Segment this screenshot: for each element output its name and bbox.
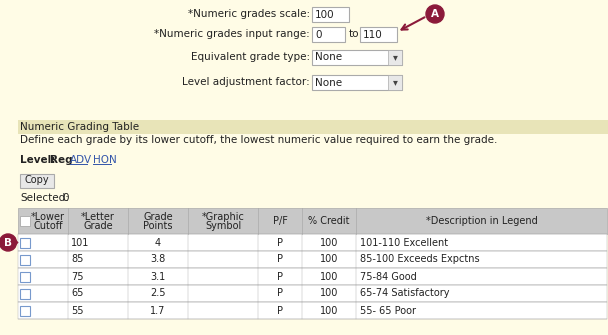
Text: 100: 100	[315, 9, 334, 19]
Text: to: to	[349, 29, 359, 39]
Text: 0: 0	[315, 29, 322, 40]
Text: 1.7: 1.7	[150, 306, 166, 316]
Text: Level adjustment factor:: Level adjustment factor:	[182, 77, 310, 87]
Text: *Numeric grades input range:: *Numeric grades input range:	[154, 29, 310, 39]
Bar	[18, 251, 607, 268]
Bar	[0, 0, 18, 335]
Bar	[20, 216, 30, 226]
Bar	[18, 234, 607, 251]
Text: 100: 100	[320, 238, 338, 248]
Text: 65-74 Satisfactory: 65-74 Satisfactory	[360, 288, 449, 298]
Bar	[18, 285, 607, 302]
Text: 100: 100	[320, 288, 338, 298]
Bar	[20, 255, 30, 265]
Text: *Graphic: *Graphic	[202, 212, 244, 222]
Text: Numeric Grading Table: Numeric Grading Table	[20, 122, 139, 132]
Text: % Credit: % Credit	[308, 216, 350, 226]
Circle shape	[426, 5, 444, 23]
Text: None: None	[315, 53, 342, 63]
Text: 85: 85	[71, 255, 83, 265]
Text: 100: 100	[320, 306, 338, 316]
Text: ▾: ▾	[393, 77, 398, 87]
Text: Cutoff: Cutoff	[33, 221, 63, 231]
Bar	[312, 27, 345, 42]
Text: 2.5: 2.5	[150, 288, 166, 298]
Text: 3.1: 3.1	[150, 271, 165, 281]
Text: Symbol: Symbol	[205, 221, 241, 231]
Text: P: P	[277, 271, 283, 281]
Text: Grade: Grade	[143, 212, 173, 222]
Text: Define each grade by its lower cutoff, the lowest numeric value required to earn: Define each grade by its lower cutoff, t…	[20, 135, 497, 145]
Bar	[18, 208, 607, 234]
Bar	[388, 75, 402, 90]
Text: Grade: Grade	[83, 221, 113, 231]
Text: Selected:: Selected:	[20, 193, 69, 203]
Text: 100: 100	[320, 271, 338, 281]
Text: 100: 100	[320, 255, 338, 265]
Text: A: A	[431, 9, 439, 19]
Bar	[312, 7, 349, 22]
Bar	[360, 27, 397, 42]
Bar	[312, 75, 402, 90]
Text: P: P	[277, 288, 283, 298]
Text: 101: 101	[71, 238, 89, 248]
Text: 55- 65 Poor: 55- 65 Poor	[360, 306, 416, 316]
Text: ADV: ADV	[70, 155, 92, 165]
Text: 3.8: 3.8	[150, 255, 165, 265]
Bar	[18, 302, 607, 319]
Text: 75-84 Good: 75-84 Good	[360, 271, 416, 281]
Text: ▾: ▾	[393, 53, 398, 63]
Text: Reg: Reg	[50, 155, 72, 165]
Bar	[20, 288, 30, 298]
Bar	[20, 238, 30, 248]
Text: 110: 110	[363, 29, 383, 40]
Bar	[20, 174, 54, 188]
Text: Points: Points	[143, 221, 173, 231]
Text: 65: 65	[71, 288, 83, 298]
Text: *Letter: *Letter	[81, 212, 115, 222]
Bar	[388, 50, 402, 65]
Text: *Description in Legend: *Description in Legend	[426, 216, 537, 226]
Bar	[18, 268, 607, 285]
Bar	[20, 271, 30, 281]
Text: Equivalent grade type:: Equivalent grade type:	[191, 52, 310, 62]
Text: 75: 75	[71, 271, 83, 281]
Text: 85-100 Exceeds Expctns: 85-100 Exceeds Expctns	[360, 255, 480, 265]
Text: 4: 4	[155, 238, 161, 248]
Text: *Lower: *Lower	[31, 212, 65, 222]
Text: B: B	[4, 238, 12, 248]
Text: 55: 55	[71, 306, 83, 316]
Circle shape	[0, 234, 16, 251]
Text: 0: 0	[62, 193, 69, 203]
Text: None: None	[315, 77, 342, 87]
Text: 101-110 Excellent: 101-110 Excellent	[360, 238, 448, 248]
Text: P: P	[277, 255, 283, 265]
Text: HON: HON	[93, 155, 117, 165]
Text: P: P	[277, 306, 283, 316]
Bar	[312, 50, 402, 65]
Text: Level:: Level:	[20, 155, 55, 165]
Text: Copy: Copy	[25, 175, 49, 185]
Bar	[0, 120, 608, 134]
Bar	[20, 306, 30, 316]
Text: P: P	[277, 238, 283, 248]
Text: *Numeric grades scale:: *Numeric grades scale:	[188, 9, 310, 19]
Text: P/F: P/F	[272, 216, 288, 226]
